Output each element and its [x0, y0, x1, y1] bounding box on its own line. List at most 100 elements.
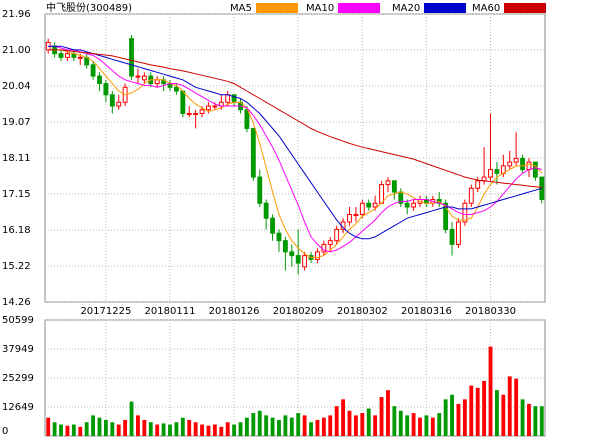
candle-body [334, 228, 340, 242]
candle-body [411, 202, 417, 208]
chart-title: 中飞股份(300489) [46, 1, 132, 14]
candle-body [462, 202, 468, 223]
x-tick-label: 20180111 [145, 306, 196, 317]
candle-body [488, 169, 493, 178]
volume-bar [225, 422, 230, 436]
volume-bar [482, 380, 487, 436]
candle-body [359, 202, 365, 215]
volume-tick-label: 50599 [2, 315, 34, 326]
volume-bar [386, 390, 390, 436]
x-tick-label: 20180316 [401, 306, 452, 317]
volume-bar [200, 424, 204, 436]
volume-bar [475, 387, 480, 436]
candle-body [327, 240, 333, 245]
volume-bar [520, 399, 525, 436]
y-tick-label: 20.04 [2, 81, 31, 92]
candle-body [302, 255, 308, 268]
volume-bar [347, 410, 352, 436]
candle-body [77, 56, 83, 59]
y-tick-label: 17.15 [2, 189, 31, 200]
volume-bar [277, 419, 281, 436]
volume-bar [373, 415, 378, 436]
volume-bar [161, 423, 166, 436]
volume-bar [84, 422, 89, 436]
legend-swatch [504, 3, 546, 13]
candle-body [250, 127, 256, 178]
volume-bar [289, 417, 294, 436]
volume-bar [168, 424, 172, 436]
volume-bar [155, 424, 160, 436]
volume-bar [65, 425, 70, 436]
candle-body [129, 38, 134, 77]
volume-bar [437, 413, 442, 436]
y-tick-label: 21.96 [2, 9, 31, 20]
volume-bar [129, 401, 134, 436]
candle-body [443, 202, 449, 230]
candle-body [58, 53, 64, 58]
candle-body [206, 105, 211, 111]
y-tick-label: 21.00 [2, 45, 31, 56]
candle-body [135, 75, 141, 78]
legend-label: MA10 [306, 3, 334, 14]
candle-body [475, 180, 481, 189]
volume-bar [443, 399, 448, 436]
volume-bar [103, 419, 108, 436]
candle-body [276, 232, 282, 242]
y-tick-label: 15.22 [2, 261, 31, 272]
candle-body [270, 217, 275, 234]
candle-body [212, 105, 218, 108]
candle-body [116, 101, 122, 107]
volume-bar [334, 406, 339, 436]
volume-bar [302, 415, 307, 436]
candle-body [282, 240, 288, 253]
candle-body [372, 202, 378, 208]
x-tick-label: 20180302 [337, 306, 388, 317]
candle-body [532, 161, 538, 178]
ma-line [48, 45, 542, 253]
candle-body [199, 109, 205, 114]
volume-bar [46, 417, 51, 436]
volume-bar [142, 419, 147, 436]
candle-body [404, 202, 410, 208]
volume-bar [411, 413, 416, 436]
volume-bar [238, 422, 243, 436]
volume-bar [180, 417, 185, 436]
candle-body [295, 255, 301, 264]
legend-label: MA20 [392, 3, 420, 14]
candle-body [65, 53, 70, 58]
volume-bar [97, 417, 102, 436]
candle-body [379, 184, 384, 204]
y-tick-label: 18.11 [2, 153, 31, 164]
x-tick-label: 20180209 [273, 306, 324, 317]
volume-bar [110, 422, 115, 436]
candle-body [263, 202, 269, 219]
x-tick-label: 20171225 [80, 306, 131, 317]
legend-label: MA5 [230, 3, 252, 14]
volume-bar [212, 424, 217, 436]
candle-body [225, 94, 231, 103]
volume-bar [193, 422, 198, 436]
candle-body [109, 94, 115, 107]
candle-body [456, 221, 461, 245]
volume-bar [78, 426, 83, 436]
candle-body [180, 90, 186, 114]
candle-body [90, 64, 96, 77]
y-tick-label: 19.07 [2, 117, 31, 128]
volume-bar [283, 415, 288, 436]
volume-bar [206, 425, 211, 436]
candle-body [244, 109, 250, 129]
volume-bar [392, 406, 397, 436]
volume-bar [366, 408, 371, 436]
volume-bar [469, 385, 474, 436]
volume-bar [315, 419, 320, 436]
ma-line [48, 49, 543, 258]
ma-line [48, 45, 542, 240]
volume-bar [501, 394, 506, 436]
volume-bar [309, 422, 313, 436]
candle-body [385, 180, 391, 186]
volume-bar [424, 415, 429, 436]
volume-bar [59, 424, 63, 436]
volume-bar [456, 403, 461, 436]
candle-body [449, 228, 455, 245]
